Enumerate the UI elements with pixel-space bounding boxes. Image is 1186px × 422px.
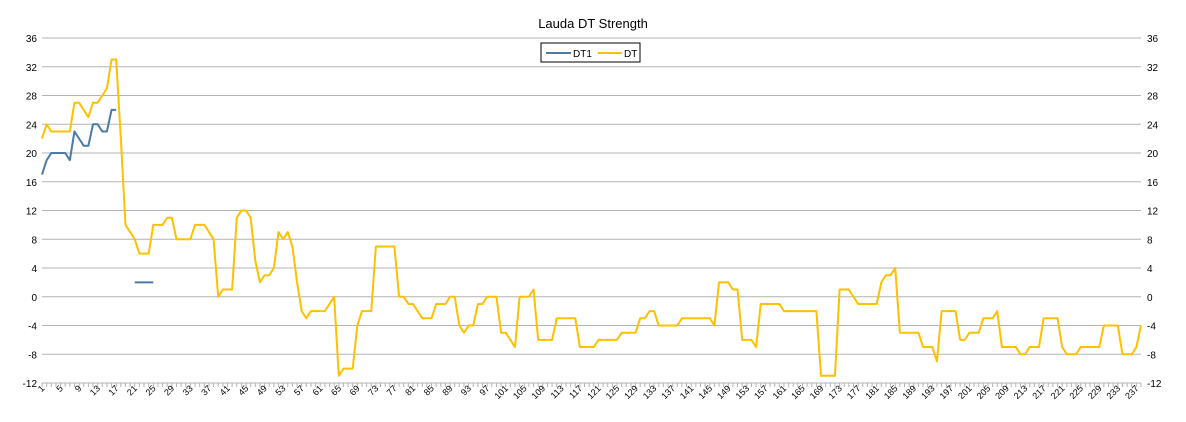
- y-tick-label-left: 16: [26, 178, 38, 189]
- legend: DT1 DT: [540, 42, 641, 63]
- y-tick-label-left: 32: [26, 63, 38, 74]
- series-line-dt1: [41, 108, 117, 175]
- x-tick-label: 9: [73, 383, 84, 394]
- y-tick-label-left: -12: [23, 379, 38, 390]
- x-tick-label: 1: [36, 383, 47, 394]
- y-tick-label-left: 28: [26, 92, 38, 103]
- legend-label-dt: DT: [624, 49, 637, 60]
- y-tick-label-left: 36: [26, 34, 38, 45]
- legend-box: [540, 42, 641, 63]
- y-tick-label-left: 8: [31, 235, 37, 246]
- series-line-dt: [41, 58, 1142, 377]
- y-tick-label-right: -4: [1147, 322, 1156, 333]
- y-tick-label-left: 0: [31, 293, 37, 304]
- y-tick-label-left: 4: [31, 264, 37, 275]
- y-tick-label-right: 16: [1147, 178, 1159, 189]
- y-tick-label-left: 20: [26, 149, 38, 160]
- y-tick-label-left: 12: [26, 207, 38, 218]
- y-tick-label-right: 32: [1147, 63, 1159, 74]
- y-tick-label-right: 24: [1147, 120, 1159, 131]
- y-tick-label-right: 20: [1147, 149, 1159, 160]
- y-tick-label-right: 36: [1147, 34, 1159, 45]
- y-tick-label-right: -12: [1147, 379, 1162, 390]
- y-tick-label-left: 24: [26, 120, 38, 131]
- gridlines: [42, 37, 1141, 384]
- y-tick-label-left: -4: [28, 322, 37, 333]
- y-tick-label-right: 0: [1147, 293, 1153, 304]
- series-layer: [41, 58, 1142, 377]
- legend-label-dt1: DT1: [573, 49, 592, 60]
- y-tick-label-right: 28: [1147, 92, 1159, 103]
- y-tick-label-right: 4: [1147, 264, 1153, 275]
- y-tick-label-right: 8: [1147, 235, 1153, 246]
- x-tick-label: 5: [54, 383, 65, 394]
- y-tick-label-right: -8: [1147, 350, 1156, 361]
- chart-title: Lauda DT Strength: [538, 16, 648, 31]
- y-tick-label-left: -8: [28, 350, 37, 361]
- y-tick-label-right: 12: [1147, 207, 1159, 218]
